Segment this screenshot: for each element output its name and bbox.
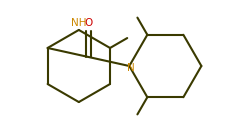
Text: NH: NH (71, 18, 87, 28)
Text: O: O (84, 18, 93, 28)
Text: N: N (127, 63, 135, 73)
